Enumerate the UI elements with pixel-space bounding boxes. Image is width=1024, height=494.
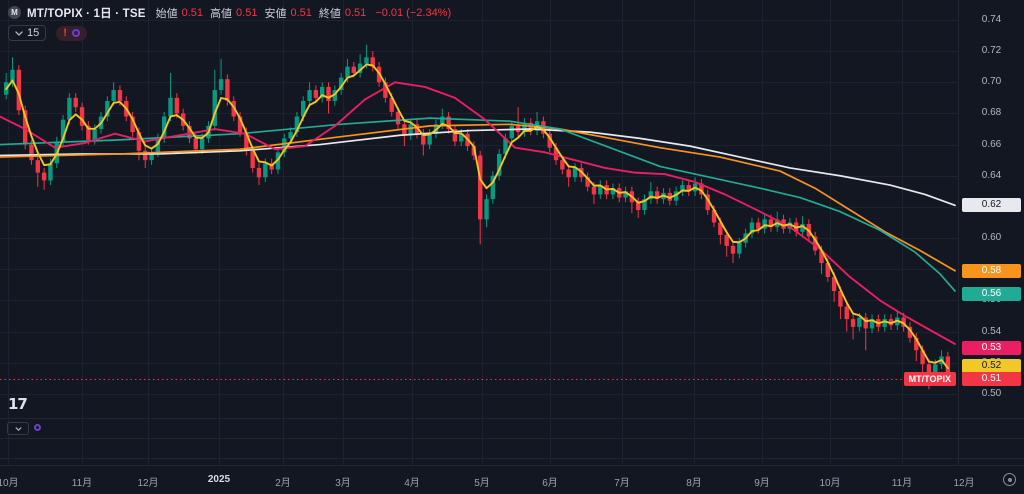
time-axis-label: 11月 [891,478,913,489]
time-axis-label: 2025 [207,474,231,485]
price-chart-canvas[interactable] [0,0,958,465]
high-label: 高値 [210,7,233,20]
price-axis-label: 0.54 [981,325,1002,337]
chevron-down-icon [15,426,21,431]
gear-dot [1007,477,1012,482]
price-badge-ma-pink: 0.53 [962,340,1021,355]
price-axis-label: 0.50 [981,387,1002,399]
time-axis-label: 2月 [275,478,291,489]
ohlc-values: 始値 0.51 高値 0.51 安値 0.51 終値 0.51 −0.01 (−… [156,5,452,21]
change-value: −0.01 (−2.34%) [375,6,452,19]
indicator-count: 15 [27,27,40,39]
time-axis-label: 12月 [137,478,159,489]
settings-gear-icon[interactable] [1003,473,1016,486]
time-axis-label: 12月 [953,478,975,489]
chevron-down-icon [15,30,23,36]
price-axis-label: 0.60 [981,232,1002,244]
time-axis-label: 11月 [71,478,93,489]
high-value: 0.51 [236,6,258,19]
pane-divider[interactable] [0,418,1024,419]
price-axis-label: 0.72 [981,45,1002,57]
alert-warning-icon: ! [63,26,67,39]
time-axis-label: 9月 [754,478,770,489]
collapsed-pane-toggle[interactable] [7,422,29,435]
time-axis-label: 6月 [542,478,558,489]
open-label: 始値 [155,7,178,20]
tradingview-logo[interactable]: 17 [8,395,28,413]
time-axis-label: 10月 [0,478,19,489]
price-badge-ma-white: 0.62 [962,197,1021,212]
alert-status-pill[interactable]: ! [56,25,87,41]
last-price-symbol-label: MT/TOPIX [903,372,956,387]
time-axis-label: 7月 [614,478,630,489]
loading-ring-icon [71,29,80,37]
loading-ring-icon [34,424,41,431]
price-badge-ma-yellow: 0.52 [962,358,1021,373]
time-axis-label: 5月 [474,478,490,489]
pane-divider[interactable] [0,438,1024,439]
time-axis-label: 8月 [686,478,702,489]
time-axis[interactable]: 10月 11月 12月 2025 2月 3月 4月 5月 6月 7月 8月 9月 10月 11月 12月 [0,465,1024,494]
price-axis-label: 0.68 [981,107,1002,119]
indicator-collapse-button[interactable]: 15 [8,25,47,41]
price-badge-last-price: 0.51 [962,372,1021,387]
symbol-logo-icon: M [8,6,21,19]
symbol-title[interactable]: MT/TOPIX · 1日 · TSE [27,7,146,20]
close-value: 0.51 [344,6,367,19]
time-axis-label: 4月 [404,478,420,489]
chart-legend: M MT/TOPIX · 1日 · TSE 始値 0.51 高値 0.51 安値… [8,5,451,41]
time-axis-label: 3月 [335,478,351,489]
close-label: 終値 [318,7,341,20]
low-value: 0.51 [290,6,312,19]
time-axis-label: 10月 [819,478,841,489]
price-badge-ma-teal: 0.56 [962,287,1021,302]
price-axis[interactable]: 0.74 0.72 0.70 0.68 0.66 0.64 0.62 0.60 0.58 0.56… [958,0,1024,465]
price-axis-label: 0.66 [981,138,1002,150]
price-badge-ma-orange: 0.58 [962,263,1021,278]
low-label: 安値 [264,7,287,20]
open-value: 0.51 [181,6,204,19]
price-axis-label: 0.74 [981,13,1002,25]
price-axis-label: 0.64 [981,169,1002,181]
price-axis-label: 0.70 [981,76,1002,88]
pane-divider[interactable] [0,458,1024,459]
